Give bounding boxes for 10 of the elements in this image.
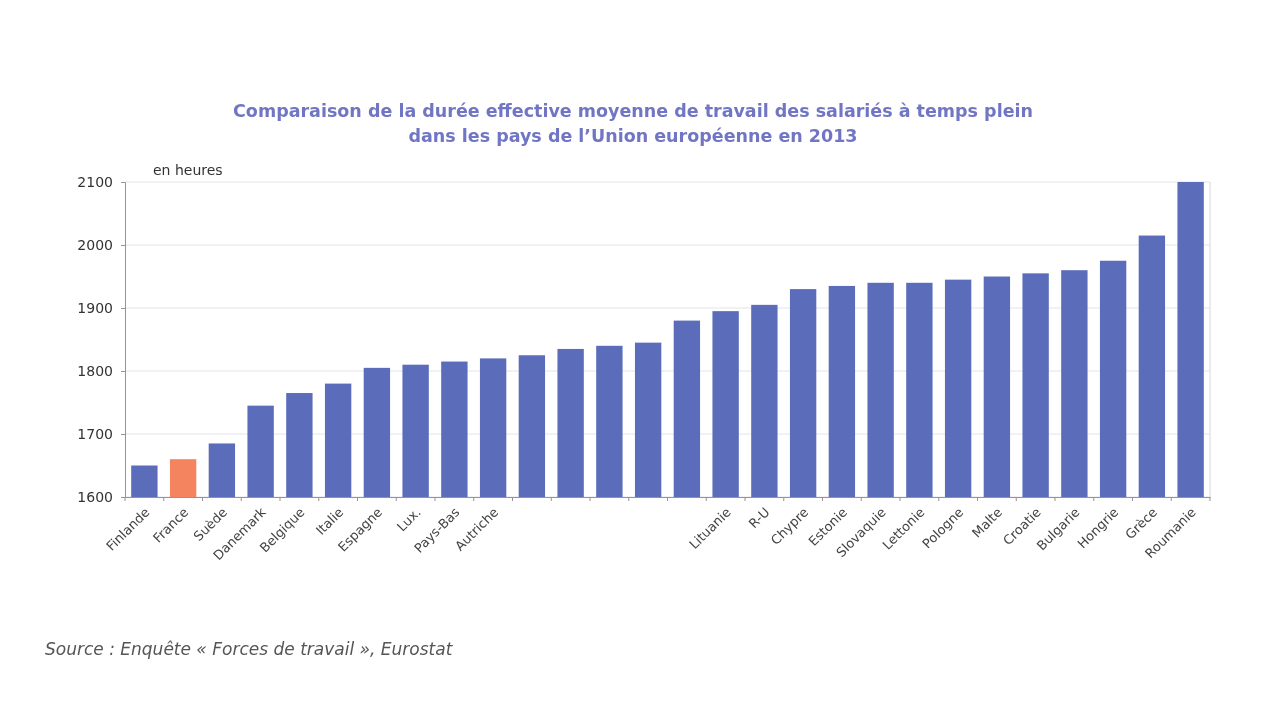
y-axis-title: en heures [153,162,223,178]
y-tick-label: 2100 [77,173,113,190]
x-tick-label: R-U [745,504,773,532]
chart-title: Comparaison de la durée effective moyenne de travail des salariés à temps plein dans les pays de l’Union européenne en 2013 [233,101,1033,146]
y-tick-label: 1700 [77,425,113,442]
y-tick-label: 1600 [77,488,113,505]
y-tick-label: 2000 [77,236,113,253]
y-tick-label: 1800 [77,362,113,379]
source-note: Source : Enquête « Forces de travail », Eurostat [45,639,454,659]
y-tick-label: 1900 [77,299,113,316]
